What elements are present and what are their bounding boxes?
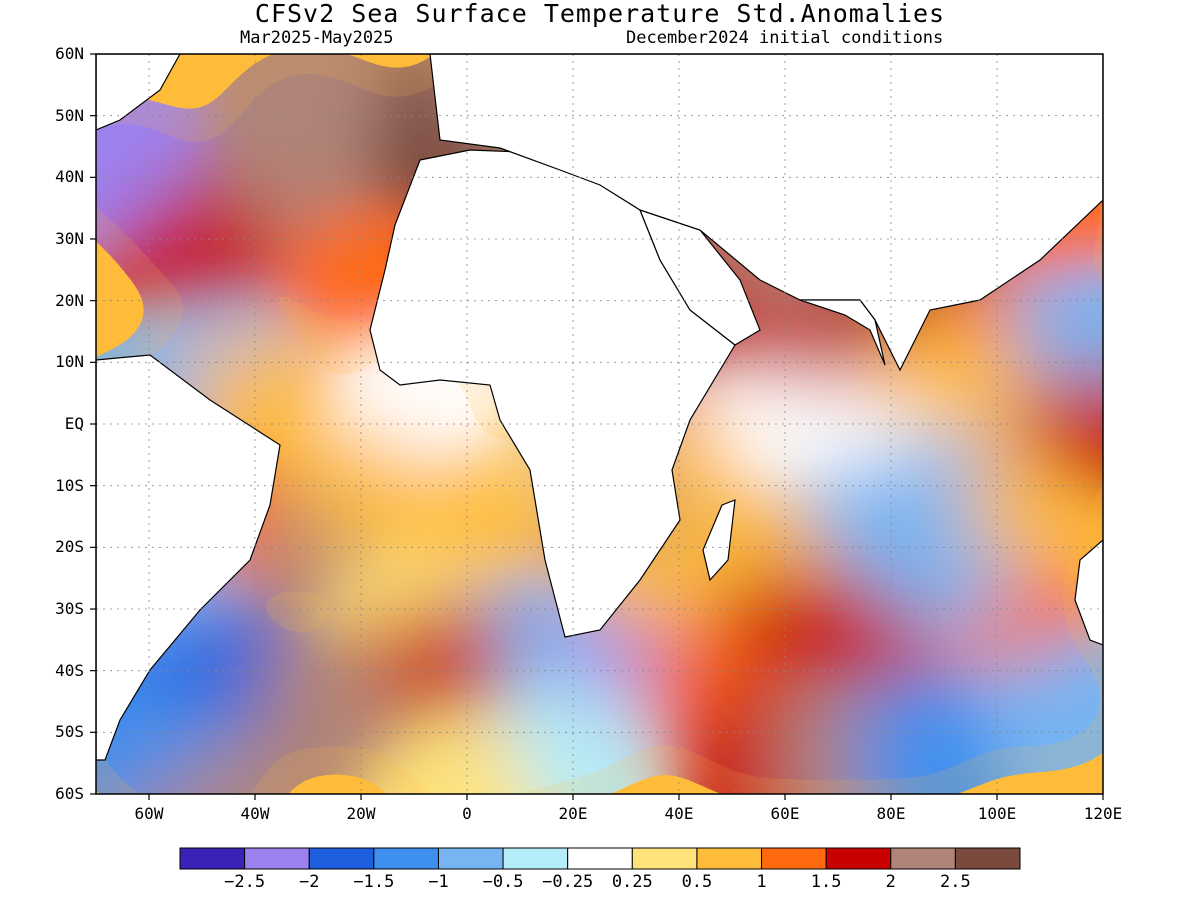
anomaly-patch (715, 374, 855, 474)
anomaly-patch (847, 682, 988, 783)
anomaly-patch (1006, 281, 1103, 382)
forecast-period: Mar2025-May2025 (240, 28, 394, 48)
land-masses (96, 54, 1103, 761)
colorbar-swatch (696, 847, 763, 870)
initial-conditions: December2024 initial conditions (626, 28, 944, 48)
colorbar-label: −1 (428, 872, 449, 892)
lat-label: 10S (55, 475, 84, 495)
lon-label: 40W (240, 804, 270, 823)
colorbar-swatch (761, 847, 827, 870)
lon-label: 80E (876, 804, 906, 823)
colorbar-label: 0.5 (681, 872, 713, 892)
anomaly-patch (423, 466, 564, 567)
colorbar-label: −2.5 (224, 872, 266, 892)
lat-label: 60N (55, 44, 84, 63)
lat-label: 30N (55, 229, 84, 248)
arabia-land (638, 209, 761, 346)
lat-label: 40S (55, 660, 84, 680)
lat-label: 10N (55, 352, 84, 372)
australia-land (1074, 539, 1103, 646)
anomaly-patch (96, 115, 193, 215)
map-title: CFSv2 Sea Surface Temperature Std.Anomal… (254, 0, 946, 28)
colorbar-label: 1.5 (810, 872, 842, 892)
colorbar-swatch (631, 847, 698, 870)
colorbar-swatch (244, 847, 310, 870)
anomaly-patch (370, 608, 511, 709)
anomaly-patch (980, 651, 1103, 752)
south-america-land (96, 354, 281, 761)
lat-label: 20N (55, 290, 84, 310)
colorbar-label: −0.5 (482, 872, 524, 892)
lon-label: 20W (346, 804, 376, 823)
colorbar-swatch (437, 847, 504, 870)
anomaly-patch (264, 651, 405, 752)
lon-label: 60E (770, 804, 800, 823)
colorbar-label: −0.25 (542, 872, 594, 892)
colorbar-swatch (373, 847, 439, 870)
colorbar-swatch (567, 847, 633, 870)
colorbar-label: 0.25 (611, 872, 653, 892)
colorbar-label: 2.5 (940, 872, 971, 892)
anomaly-patch (1017, 374, 1103, 474)
colorbar (179, 847, 1021, 870)
colorbar-swatch (502, 847, 569, 870)
lon-label: 60W (134, 804, 164, 823)
anomaly-patch (874, 528, 1014, 629)
india-land (799, 299, 886, 366)
lon-label: 0 (462, 804, 472, 823)
lat-label: 40N (55, 167, 84, 187)
colorbar-swatch (954, 847, 1021, 870)
lat-label: 50N (55, 105, 84, 125)
madagascar-land (702, 499, 736, 582)
lon-label: 120E (1083, 804, 1123, 823)
lat-label: 60S (55, 784, 84, 803)
lon-label: 20E (558, 804, 588, 823)
colorbar-swatch (308, 847, 375, 870)
colorbar-label: −1.5 (353, 872, 395, 892)
lon-label: 40E (664, 804, 694, 823)
colorbar-swatch (825, 847, 892, 870)
colorbar-swatch (890, 847, 956, 870)
colorbar-label: 2 (885, 872, 896, 892)
anomaly-patch (291, 435, 431, 536)
colorbar-label: −2 (298, 872, 320, 892)
lon-label: 100E (977, 804, 1017, 823)
colorbar-label: 1 (756, 872, 767, 892)
colorbar-swatch (179, 847, 246, 870)
lat-label: EQ (64, 414, 84, 433)
lat-label: 50S (55, 722, 84, 742)
gridlines (96, 54, 1103, 794)
lat-label: 20S (55, 537, 84, 557)
map-field (96, 54, 1103, 794)
axis-ticks (90, 53, 1104, 800)
north-america-land (96, 54, 181, 131)
lat-label: 30S (55, 599, 84, 618)
anomaly-patch (397, 713, 537, 794)
